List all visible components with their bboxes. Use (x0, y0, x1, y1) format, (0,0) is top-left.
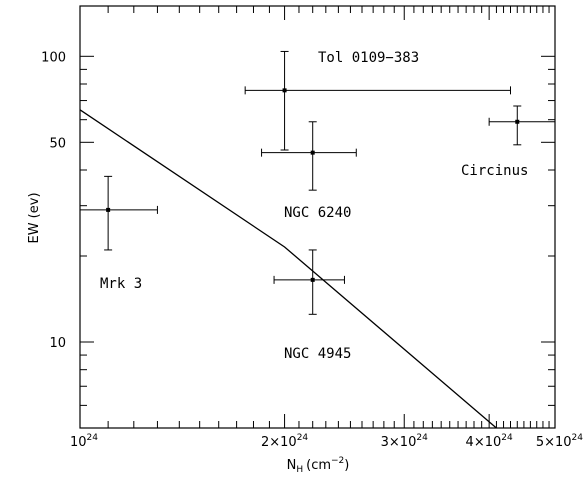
x-axis-label: NH (cm−2) (287, 456, 350, 475)
y-axis-label: EW (ev) (27, 192, 42, 243)
label-circinus: Circinus (461, 163, 528, 179)
x-tick-label-base: 5×10 (536, 435, 572, 450)
point-marker (106, 207, 111, 212)
x-tick-labels: 1024 2×1024 3×1024 4×1024 5×1024 (70, 433, 583, 450)
plot-frame (79, 5, 556, 429)
point-marker (310, 150, 315, 155)
point-tol-0109-383 (244, 50, 511, 151)
y-tick-labels: 10 50 100 (41, 50, 66, 351)
x-axis-label-n: N (287, 458, 297, 473)
label-ngc-4945: NGC 4945 (284, 346, 351, 362)
x-tick-label-exp: 24 (297, 433, 309, 443)
point-ngc-6240 (261, 121, 357, 191)
x-tick-label: 3×1024 (381, 433, 428, 450)
x-axis-label-sup: −2 (331, 456, 344, 466)
label-mrk-3: Mrk 3 (100, 276, 142, 292)
point-marker (310, 277, 315, 282)
x-tick-label-exp: 24 (501, 433, 513, 443)
source-labels: Mrk 3 Tol 0109−383 NGC 6240 NGC 4945 Circinu… (100, 50, 528, 362)
label-ngc-6240: NGC 6240 (284, 205, 351, 221)
point-marker (515, 119, 520, 124)
x-tick-label: 4×1024 (466, 433, 513, 450)
x-tick-label-base: 4×10 (466, 435, 502, 450)
x-tick-label-base: 10 (70, 435, 87, 450)
model-line-group (79, 109, 497, 429)
x-axis-label-sub: H (296, 465, 303, 475)
x-tick-label: 1024 (70, 433, 98, 450)
x-tick-label-exp: 24 (416, 433, 428, 443)
minor-ticks (80, 6, 555, 429)
point-ngc-4945 (273, 249, 345, 315)
x-tick-label-base: 2×10 (261, 435, 297, 450)
x-tick-label-base: 3×10 (381, 435, 417, 450)
y-tick-label: 100 (41, 50, 66, 65)
data-points (80, 50, 555, 315)
point-circinus (488, 105, 555, 146)
model-line (79, 109, 497, 429)
y-tick-label: 50 (49, 136, 66, 151)
x-tick-label-exp: 24 (87, 433, 99, 443)
x-tick-label: 5×1024 (536, 433, 583, 450)
point-marker (282, 88, 287, 93)
x-tick-label-exp: 24 (572, 433, 584, 443)
x-tick-label: 2×1024 (261, 433, 308, 450)
point-mrk-3 (80, 175, 158, 251)
label-tol-0109-383: Tol 0109−383 (318, 50, 419, 66)
major-ticks (79, 6, 556, 428)
x-axis-label-close: ) (344, 458, 349, 473)
y-tick-label: 10 (49, 336, 66, 351)
x-axis-label-unit: (cm (306, 458, 331, 473)
